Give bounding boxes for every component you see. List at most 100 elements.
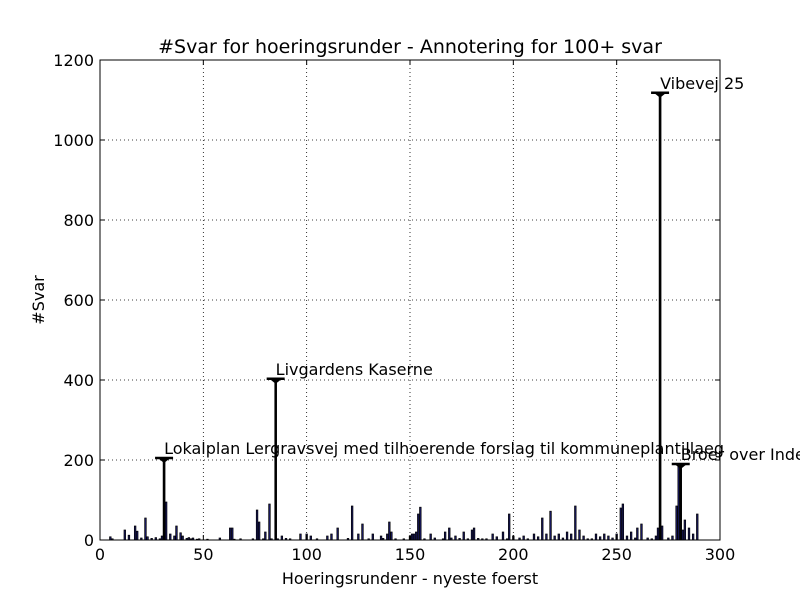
bar: [371, 533, 374, 541]
bar: [565, 531, 569, 541]
bar: [133, 525, 137, 541]
bar: [541, 517, 544, 541]
bar: [415, 531, 418, 541]
bar: [326, 535, 329, 541]
bar: [683, 519, 687, 541]
axis-ticks: 0 50 100 150 200 250 300 0 200 400 600 800 1000 1200: [53, 51, 735, 564]
bar: [175, 525, 178, 541]
x-tick-label: 150: [395, 545, 426, 564]
bar: [691, 533, 695, 541]
annotation-label: Lokalplan Lergravsvej med tilhoerende fo…: [164, 439, 724, 458]
bar: [675, 505, 678, 541]
bar: [656, 527, 660, 541]
bar: [443, 531, 447, 541]
bar: [625, 535, 629, 541]
bar: [231, 527, 234, 541]
y-tick-label: 0: [84, 531, 94, 550]
bar: [677, 463, 680, 541]
bar: [357, 533, 360, 541]
x-tick-label: 250: [601, 545, 632, 564]
bar: [361, 523, 364, 541]
bar: [621, 503, 625, 541]
annotations: Lokalplan Lergravsvej med tilhoerende fo…: [155, 74, 800, 540]
bar: [654, 535, 658, 541]
bar: [501, 531, 505, 541]
bar: [553, 535, 556, 541]
bar: [660, 525, 664, 541]
bar: [388, 521, 391, 541]
y-tick-label: 600: [63, 291, 94, 310]
bar: [255, 509, 259, 541]
bar: [594, 533, 598, 541]
bar: [264, 531, 267, 541]
bar: [636, 527, 639, 541]
bar: [545, 533, 548, 541]
x-tick-label: 200: [498, 545, 529, 564]
bar: [603, 533, 606, 541]
bar: [687, 527, 691, 541]
bar: [169, 533, 172, 541]
y-tick-label: 400: [63, 371, 94, 390]
bar: [336, 527, 339, 541]
bar: [629, 531, 633, 541]
x-tick-label: 0: [95, 545, 105, 564]
bar: [640, 523, 643, 541]
bar: [410, 533, 414, 541]
bar: [619, 507, 622, 541]
x-tick-label: 300: [705, 545, 736, 564]
bar: [454, 535, 457, 541]
x-axis-label: Hoeringsrundenr - nyeste foerst: [282, 569, 538, 588]
bar: [522, 535, 525, 541]
bar: [386, 533, 389, 541]
bar: [160, 535, 164, 541]
x-tick-label: 50: [193, 545, 213, 564]
bar: [570, 533, 573, 541]
y-tick-label: 1000: [53, 131, 94, 150]
bar: [123, 529, 126, 541]
bar: [299, 533, 302, 541]
bar: [229, 527, 232, 541]
annotation-label: Vibevej 25: [660, 74, 744, 93]
bar: [179, 532, 182, 541]
grid-lines: [100, 60, 720, 540]
bar: [390, 531, 393, 541]
annotation-label: Livgardens Kaserne: [276, 360, 433, 379]
bar: [379, 535, 383, 541]
bar: [412, 533, 416, 541]
bar: [696, 513, 699, 541]
bar: [671, 535, 674, 541]
bar: [280, 535, 284, 541]
bar: [578, 529, 581, 541]
bar: [257, 521, 261, 541]
annotation-label: Broer over Inderhavnen: [681, 445, 800, 464]
y-tick-label: 200: [63, 451, 94, 470]
y-axis-label: #Svar: [29, 275, 48, 325]
bar: [417, 513, 420, 541]
bar: [309, 535, 312, 541]
bar: [491, 533, 494, 541]
bar: [429, 533, 432, 541]
y-tick-label: 800: [63, 211, 94, 230]
y-tick-label: 1200: [53, 51, 94, 70]
bar: [181, 535, 184, 541]
bar: [448, 527, 451, 541]
bar: [462, 531, 465, 541]
bar: [607, 535, 610, 541]
annotation-arrowhead: [270, 379, 281, 384]
bar: [557, 533, 560, 541]
bar: [173, 535, 176, 541]
bar: [330, 533, 333, 541]
bar: [127, 534, 131, 541]
bar: [144, 517, 147, 541]
bar: [681, 529, 684, 541]
bar: [419, 506, 422, 541]
annotation-arrowhead: [675, 465, 686, 469]
bar: [164, 501, 168, 541]
bar: [136, 530, 139, 541]
annotation-arrowhead: [655, 93, 666, 98]
bar: [574, 505, 577, 541]
bar: [470, 529, 474, 541]
annotation-arrowhead: [159, 459, 170, 463]
bar: [472, 527, 476, 541]
